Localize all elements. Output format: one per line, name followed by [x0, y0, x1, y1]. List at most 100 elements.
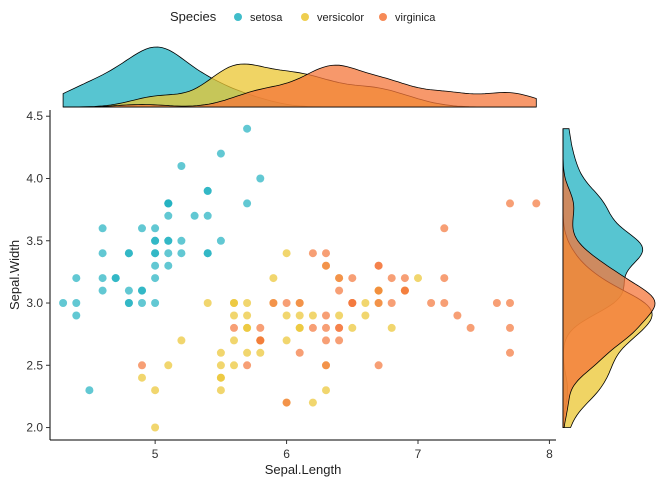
point-versicolor	[151, 386, 160, 395]
point-versicolor	[216, 386, 225, 395]
point-virginica	[387, 274, 396, 283]
top-density-virginica	[63, 64, 537, 108]
point-virginica	[440, 299, 449, 307]
point-versicolor	[361, 311, 370, 320]
point-versicolor	[295, 323, 304, 332]
point-setosa	[138, 299, 146, 307]
point-virginica	[230, 323, 238, 332]
point-setosa	[151, 249, 160, 258]
point-setosa	[151, 236, 160, 245]
x-tick-label: 8	[546, 447, 553, 461]
right-density-virginica	[562, 128, 656, 428]
point-setosa	[164, 236, 173, 245]
legend-key-setosa	[234, 13, 242, 21]
point-setosa	[177, 249, 186, 258]
point-virginica	[243, 361, 252, 370]
point-versicolor	[387, 323, 396, 332]
legend-key-versicolor	[301, 13, 309, 21]
point-setosa	[72, 299, 81, 307]
point-setosa	[59, 299, 68, 307]
point-virginica	[335, 323, 344, 332]
point-setosa	[151, 274, 160, 283]
point-virginica	[322, 323, 330, 332]
point-setosa	[124, 249, 133, 258]
point-virginica	[440, 274, 449, 283]
legend-items: setosa versicolor virginica	[234, 12, 436, 24]
y-tick-label: 4.5	[26, 109, 43, 123]
point-versicolor	[308, 311, 317, 320]
point-setosa	[164, 211, 173, 220]
point-virginica	[400, 286, 409, 295]
point-setosa	[190, 211, 199, 220]
point-setosa	[216, 149, 225, 158]
point-versicolor	[322, 386, 330, 395]
point-versicolor	[177, 336, 186, 345]
point-setosa	[124, 286, 133, 295]
point-setosa	[203, 211, 212, 220]
y-tick-label: 2.0	[26, 421, 43, 435]
y-axis-ticks: 2.0 2.5 3.0 3.5 4.0 4.5	[26, 109, 50, 435]
point-versicolor	[308, 398, 317, 407]
point-virginica	[308, 323, 317, 332]
point-virginica	[335, 274, 344, 283]
top-marginal-density	[62, 46, 537, 108]
point-setosa	[72, 311, 81, 320]
point-setosa	[138, 286, 146, 295]
point-setosa	[111, 274, 120, 283]
point-versicolor	[164, 361, 173, 370]
point-virginica	[295, 348, 304, 357]
point-versicolor	[203, 299, 212, 307]
point-setosa	[243, 199, 252, 208]
main-scatter-panel: 5 6 7 8 2.0 2.5 3.0 3.5 4.0 4.5	[26, 109, 556, 461]
point-setosa	[138, 224, 146, 233]
y-tick-label: 2.5	[26, 358, 43, 372]
point-virginica	[532, 199, 541, 208]
point-versicolor	[414, 274, 422, 283]
point-versicolor	[243, 311, 252, 320]
point-virginica	[335, 336, 344, 345]
point-virginica	[374, 299, 383, 307]
legend-label-versicolor: versicolor	[317, 12, 364, 24]
legend: Species setosa versicolor virginica	[170, 9, 436, 24]
y-tick-label: 3.5	[26, 234, 43, 248]
point-setosa	[151, 299, 160, 307]
point-versicolor	[269, 274, 278, 283]
point-virginica	[322, 336, 330, 345]
point-virginica	[440, 224, 449, 233]
point-setosa	[164, 261, 173, 270]
legend-key-virginica	[379, 13, 387, 21]
point-setosa	[85, 386, 94, 395]
point-setosa	[256, 174, 265, 183]
point-virginica	[400, 274, 409, 283]
point-versicolor	[216, 348, 225, 357]
point-setosa	[243, 124, 252, 133]
point-versicolor	[243, 299, 252, 307]
point-setosa	[177, 236, 186, 245]
point-virginica	[374, 361, 383, 370]
point-versicolor	[282, 311, 291, 320]
point-setosa	[203, 249, 212, 258]
point-virginica	[506, 299, 514, 307]
point-setosa	[151, 261, 160, 270]
point-setosa	[98, 286, 107, 295]
legend-label-virginica: virginica	[395, 12, 436, 24]
point-versicolor	[243, 323, 252, 332]
point-versicolor	[335, 311, 344, 320]
y-axis-title: Sepal.Width	[7, 240, 22, 310]
point-virginica	[374, 261, 383, 270]
point-virginica	[269, 299, 278, 307]
x-tick-label: 6	[283, 447, 290, 461]
point-versicolor	[282, 336, 291, 345]
point-versicolor	[243, 348, 252, 357]
point-setosa	[164, 199, 173, 208]
point-versicolor	[230, 311, 238, 320]
point-versicolor	[151, 423, 160, 432]
point-virginica	[256, 336, 265, 345]
point-virginica	[506, 199, 514, 208]
point-versicolor	[230, 361, 238, 370]
point-setosa	[98, 249, 107, 258]
point-virginica	[335, 286, 344, 295]
point-setosa	[177, 162, 186, 170]
point-virginica	[348, 274, 357, 283]
point-virginica	[322, 249, 330, 258]
